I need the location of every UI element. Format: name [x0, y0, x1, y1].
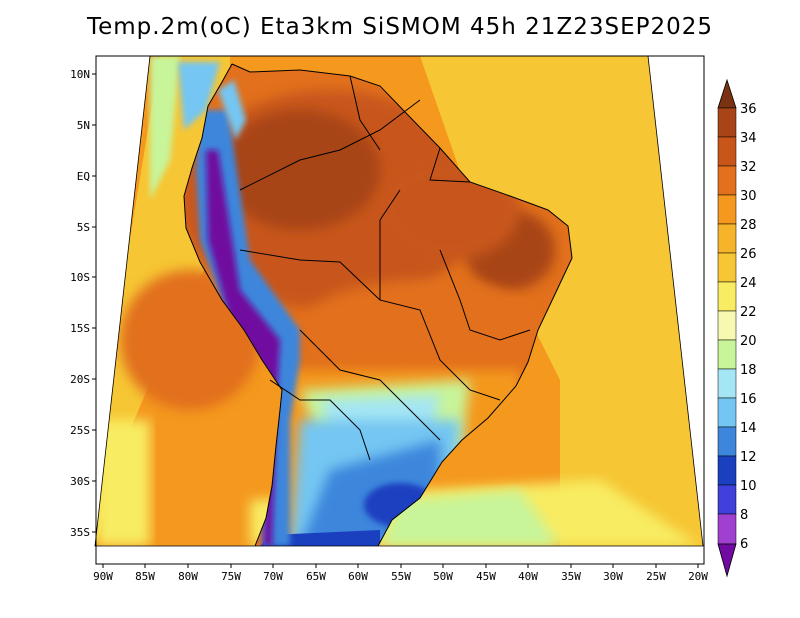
temperature-field — [95, 56, 703, 546]
colorbar-bottom-arrow — [717, 543, 737, 578]
lat-tick-label: 5N — [77, 119, 90, 132]
country-borders — [183, 63, 573, 546]
lat-tick-label: 25S — [70, 424, 90, 437]
colorbar-segment — [717, 194, 737, 225]
lon-tick-label: 65W — [306, 570, 326, 583]
lat-tick-label: 20S — [70, 373, 90, 386]
colorbar-segment — [717, 136, 737, 167]
lon-tick-label: 50W — [433, 570, 453, 583]
colorbar-label: 34 — [740, 131, 757, 146]
colorbar-label: 12 — [740, 450, 757, 465]
colorbar-segment — [717, 107, 737, 138]
lon-tick-label: 55W — [391, 570, 411, 583]
map-title: Temp.2m(oC) Eta3km SiSMOM 45h 21Z23SEP20… — [86, 14, 714, 40]
lat-tick-label: 15S — [70, 322, 90, 335]
colorbar-label: 6 — [740, 537, 748, 552]
colorbar-segment — [717, 165, 737, 196]
plot-frame — [95, 55, 705, 565]
colorbar-segment — [717, 339, 737, 370]
colorbar-label: 26 — [740, 247, 757, 262]
colorbar-label: 36 — [740, 102, 757, 117]
lat-tick-label: EQ — [77, 170, 90, 183]
colorbar-segment — [717, 455, 737, 486]
lon-tick-label: 75W — [221, 570, 241, 583]
colorbar-label: 30 — [740, 189, 757, 204]
lon-tick-label: 85W — [135, 570, 155, 583]
lon-tick-label: 20W — [688, 570, 708, 583]
lat-tick-label: 35S — [70, 526, 90, 539]
colorbar: 36 34 32 30 28 26 24 22 20 18 16 14 12 1… — [717, 78, 757, 578]
lon-axis: 90W 85W 80W 75W 70W 65W 60W 55W 50W 45W … — [93, 564, 708, 583]
lon-tick-label: 60W — [348, 570, 368, 583]
colorbar-label: 8 — [740, 508, 748, 523]
colorbar-segment — [717, 397, 737, 428]
colorbar-label: 22 — [740, 305, 757, 320]
colorbar-segment — [717, 426, 737, 457]
colorbar-label: 10 — [740, 479, 757, 494]
lon-tick-label: 70W — [263, 570, 283, 583]
lon-tick-label: 30W — [603, 570, 623, 583]
colorbar-segment — [717, 252, 737, 283]
colorbar-label: 28 — [740, 218, 757, 233]
colorbar-segment — [717, 281, 737, 312]
lon-tick-label: 35W — [561, 570, 581, 583]
lon-tick-label: 90W — [93, 570, 113, 583]
lat-tick-label: 10N — [70, 68, 90, 81]
colorbar-segment — [717, 484, 737, 515]
lat-tick-label: 5S — [77, 221, 90, 234]
lat-tick-label: 10S — [70, 271, 90, 284]
lon-tick-label: 40W — [518, 570, 538, 583]
colorbar-label: 32 — [740, 160, 757, 175]
lat-tick-label: 30S — [70, 475, 90, 488]
lon-tick-label: 25W — [646, 570, 666, 583]
colorbar-label: 14 — [740, 421, 757, 436]
colorbar-label: 16 — [740, 392, 757, 407]
colorbar-label: 18 — [740, 363, 757, 378]
colorbar-segment — [717, 310, 737, 341]
colorbar-label: 24 — [740, 276, 757, 291]
colorbar-segment — [717, 513, 737, 545]
colorbar-segment — [717, 223, 737, 254]
lon-tick-label: 80W — [178, 570, 198, 583]
colorbar-label: 20 — [740, 334, 757, 349]
lon-tick-label: 45W — [476, 570, 496, 583]
colorbar-segment — [717, 368, 737, 399]
lat-axis: 10N 5N EQ 5S 10S 15S 20S 25S 30S 35S — [70, 68, 96, 539]
colorbar-top-arrow — [717, 78, 737, 109]
